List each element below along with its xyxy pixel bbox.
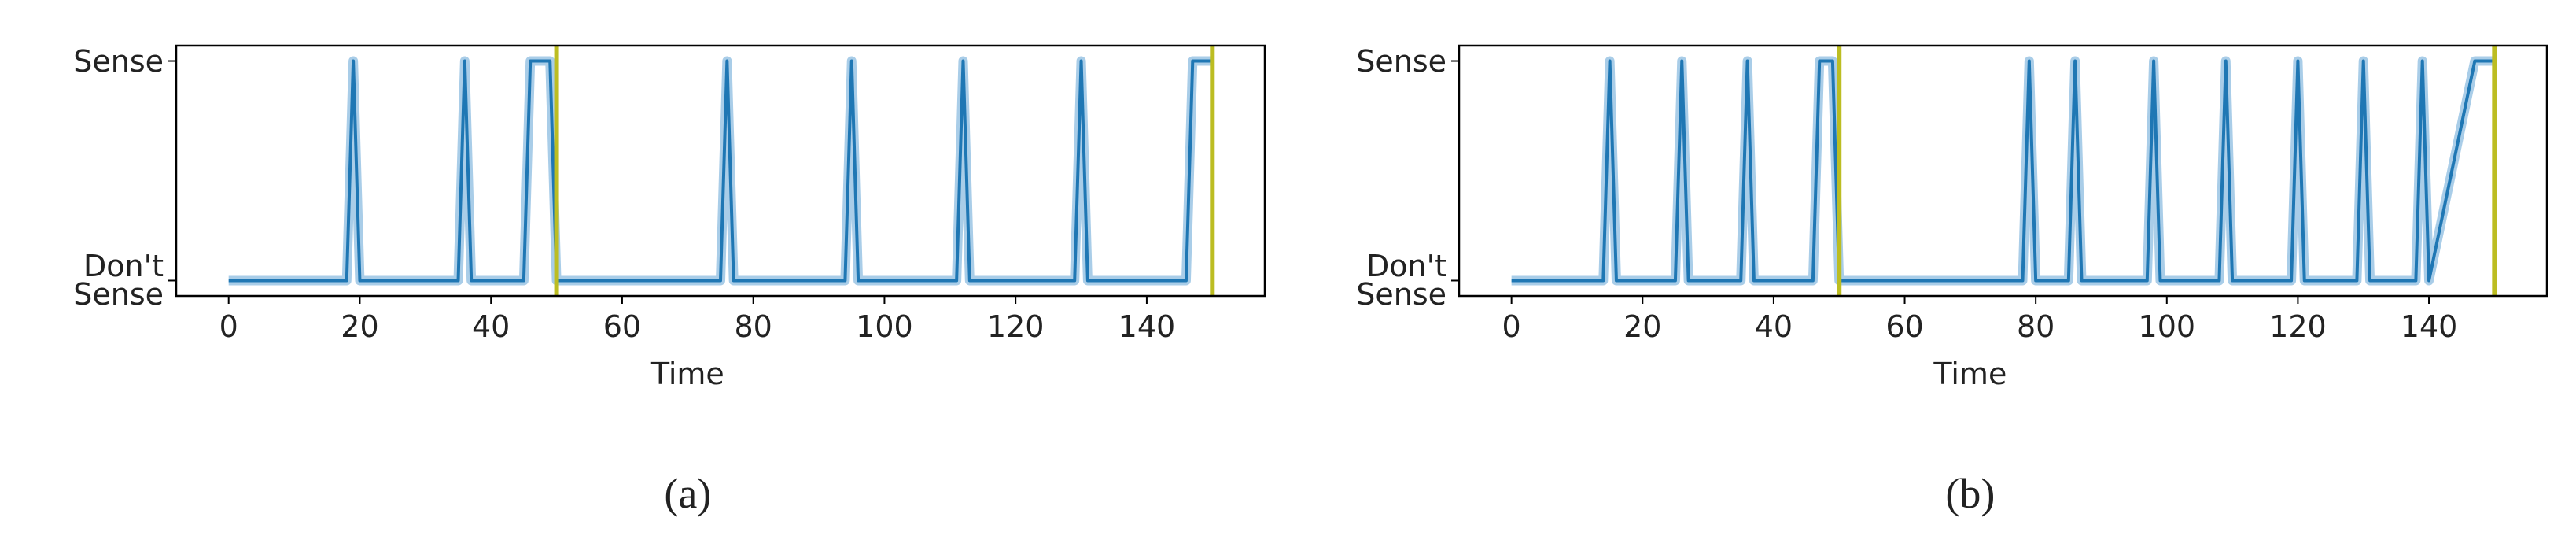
x-tick-label: 0 (219, 309, 238, 344)
y-tick-label: Sense (1356, 43, 1446, 79)
x-tick-label: 40 (1755, 309, 1793, 344)
x-axis-label: Time (650, 357, 724, 391)
x-tick-label: 100 (856, 309, 913, 344)
x-axis-label: Time (1933, 357, 2007, 391)
x-tick-label: 140 (2401, 309, 2458, 344)
y-tick-label: Don't Sense (73, 249, 164, 312)
series-line (228, 59, 1213, 283)
caption: (b) (1945, 470, 1995, 517)
x-tick-label: 40 (472, 309, 510, 344)
x-tick-label: 20 (341, 309, 378, 344)
x-tick-label: 60 (603, 309, 641, 344)
x-tick-label: 120 (2269, 309, 2327, 344)
x-tick-label: 120 (987, 309, 1045, 344)
x-tick-label: 60 (1885, 309, 1923, 344)
series-line (1511, 59, 2495, 283)
x-tick-label: 80 (735, 309, 772, 344)
x-tick-label: 100 (2139, 309, 2196, 344)
x-tick-label: 0 (1502, 309, 1521, 344)
plot-frame (1458, 44, 2548, 298)
x-tick-label: 140 (1118, 309, 1176, 344)
series-halo (1511, 56, 2495, 286)
x-tick-label: 80 (2017, 309, 2055, 344)
y-tick-label: Sense (73, 43, 164, 79)
plot-frame (175, 44, 1266, 298)
caption: (a) (664, 470, 711, 517)
y-tick-label: Don't Sense (1356, 249, 1446, 312)
x-tick-label: 20 (1623, 309, 1661, 344)
